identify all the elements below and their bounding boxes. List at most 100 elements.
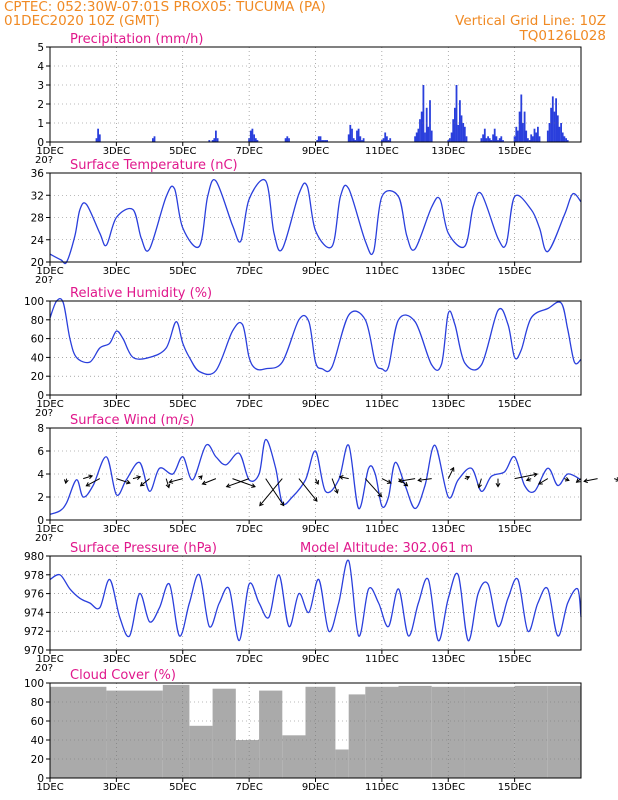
wind-arrow (381, 478, 392, 484)
rh-panel (46, 298, 582, 399)
wind-arrow-shaft (331, 478, 338, 494)
wind-arrow-head (465, 475, 471, 481)
precip-xtick-label: 11DEC (365, 146, 399, 157)
cloud-xtick-label: 9DEC (302, 782, 329, 793)
precip-bar (447, 140, 450, 142)
header: CPTEC: 052:30W-07:01S PROX05: TUCUMA (PA… (0, 0, 618, 48)
precip-bar (316, 140, 319, 142)
precip-bar (386, 136, 388, 142)
pres-subtitle: Model Altitude: 302.061 m (300, 541, 473, 556)
wind-arrow (314, 478, 319, 485)
precip-bar (153, 136, 156, 142)
precip-bar (553, 111, 556, 142)
wind-arrow-head (225, 483, 231, 488)
wind-arrow-head (313, 497, 318, 502)
precip-bar (248, 138, 250, 142)
precip-bar (152, 138, 154, 142)
precip-bar (362, 138, 365, 142)
precip-bar (430, 130, 433, 142)
temp-title: Surface Temperature (nC) (70, 158, 238, 173)
cloud-bar (162, 684, 190, 778)
precip-bar (351, 128, 353, 142)
precip-bar (414, 136, 416, 142)
precip-bar (497, 140, 499, 142)
wind-arrow (464, 475, 471, 481)
precip-bar (211, 140, 214, 142)
temp-xtick-label: 9DEC (302, 266, 329, 277)
precip-bar (502, 140, 504, 142)
wind-arrow-shaft (232, 478, 256, 488)
precip-xtick-label: 13DEC (431, 146, 465, 157)
rh-series-line (49, 298, 582, 376)
wind-arrow-head (495, 483, 501, 488)
wind-xtick-label: 11DEC (365, 524, 399, 535)
precip-bar (208, 140, 211, 142)
pres-xtick-label: 1DEC (36, 654, 63, 665)
wind-arrow (201, 478, 217, 486)
wind-arrow (116, 478, 131, 485)
precip-bar (288, 138, 290, 142)
precip-bar (517, 130, 519, 142)
precip-bar (533, 128, 536, 142)
wind-arrow-head (125, 479, 131, 485)
pres-xtick-label: 11DEC (365, 654, 399, 665)
temp-xtick-label: 5DEC (169, 266, 196, 277)
pres-xtick-label: 5DEC (169, 654, 196, 665)
wind-arrow-head (450, 466, 455, 472)
precip-bar (548, 123, 551, 142)
wind-arrow-shaft (364, 478, 382, 497)
wind-arrow (514, 472, 539, 480)
wind-arrow-shaft (538, 478, 549, 485)
temp-panel (46, 172, 582, 266)
temp-xtick-label: 13DEC (431, 266, 465, 277)
temp-ytick-label: 36 (31, 168, 45, 180)
cloud-xtick-label: 1DEC (36, 782, 63, 793)
precip-bar (415, 132, 418, 142)
wind-arrow (614, 477, 618, 482)
wind-arrow-shaft (202, 478, 217, 485)
temp-ytick-label: 24 (31, 235, 45, 247)
wind-arrow (232, 478, 256, 488)
rh-xtick-label: 9DEC (302, 399, 329, 410)
precip-bar (492, 134, 494, 142)
cloud-xtick-label: 13DEC (431, 782, 465, 793)
precip-bar (384, 132, 387, 142)
pres-panel (46, 555, 582, 654)
temp-xtick-label: 3DEC (103, 266, 130, 277)
rh-ytick-label: 100 (24, 296, 44, 308)
precip-bar (523, 111, 526, 142)
precip-bar (550, 107, 552, 142)
wind-arrow-shaft (398, 478, 416, 482)
precip-ytick-label: 0 (37, 137, 44, 149)
precip-bar (389, 138, 392, 142)
precip-xtick-label: 7DEC (235, 146, 262, 157)
wind-arrow-head (136, 475, 142, 480)
wind-arrow-head (334, 489, 339, 494)
wind-arrow-shaft (86, 478, 101, 487)
cloud-bar (212, 688, 236, 778)
precip-bar (361, 140, 363, 142)
precip-bar (387, 140, 390, 142)
precip-bar (518, 111, 521, 142)
wind-arrow-shaft (226, 478, 250, 488)
cloud-ytick-label: 60 (31, 716, 44, 728)
precip-bar (460, 115, 463, 142)
precip-bar (284, 138, 287, 142)
precip-bar (324, 140, 327, 142)
precip-bar (551, 96, 554, 142)
cloud-bar (547, 685, 581, 778)
wind-arrow-head (165, 483, 171, 489)
wind-arrow (331, 478, 339, 494)
wind-arrow (575, 478, 582, 483)
precip-xtick-cut-label: 20? (35, 155, 53, 166)
wind-xtick-label: 9DEC (302, 524, 329, 535)
wind-arrow (63, 478, 69, 485)
precip-bar (457, 124, 460, 142)
precip-bar (326, 140, 328, 142)
precip-bar (480, 138, 483, 142)
wind-arrow (225, 478, 250, 488)
cloud-bar (106, 690, 163, 778)
wind-arrow (338, 475, 349, 480)
rh-xtick-cut-label: 20? (35, 408, 53, 419)
wind-arrow (495, 478, 501, 488)
